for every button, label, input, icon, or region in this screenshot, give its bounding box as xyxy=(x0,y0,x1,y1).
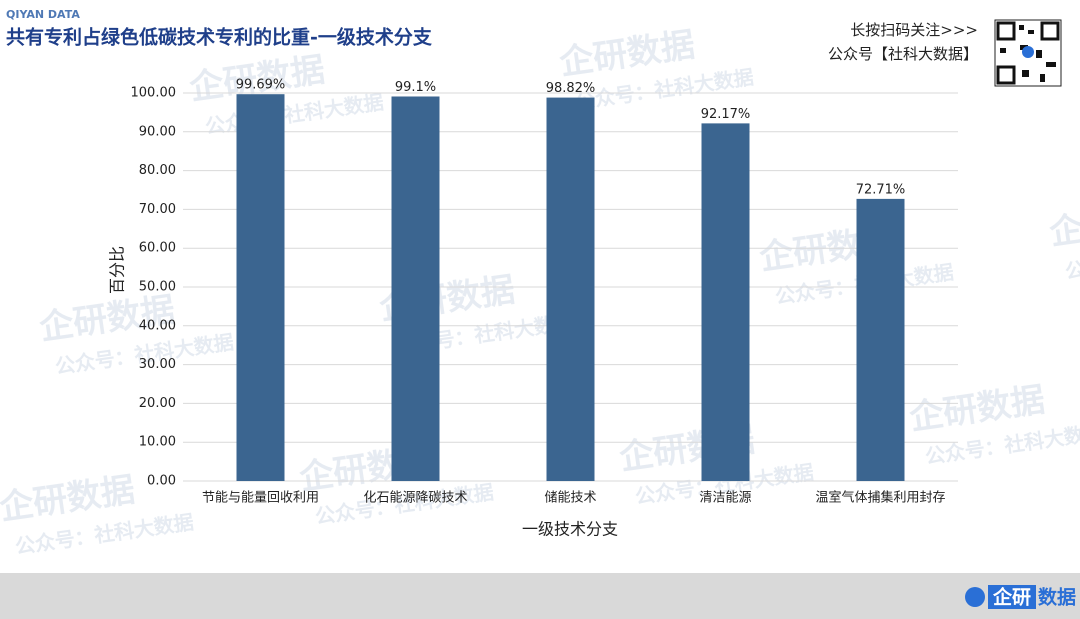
data-label: 98.82% xyxy=(546,81,596,96)
footer-logo: 企研 xyxy=(992,586,1031,609)
y-tick-label: 100.00 xyxy=(131,86,177,101)
y-tick-label: 50.00 xyxy=(139,280,176,295)
x-axis-label: 一级技术分支 xyxy=(522,520,618,539)
bar xyxy=(701,123,750,481)
bar xyxy=(856,198,905,481)
y-tick-label: 20.00 xyxy=(139,396,176,411)
chart-title: 共有专利占绿色低碳技术专利的比重-一级技术分支 xyxy=(6,26,433,49)
bar xyxy=(391,96,440,481)
y-tick-label: 60.00 xyxy=(139,241,176,256)
qr-code xyxy=(994,19,1062,87)
x-tick-label: 清洁能源 xyxy=(699,491,751,506)
x-tick-label: 储能技术 xyxy=(544,491,596,506)
footer-logo-icon xyxy=(965,587,985,607)
y-axis-label: 百分比 xyxy=(108,246,127,294)
bar xyxy=(236,94,285,482)
y-tick-label: 40.00 xyxy=(139,318,176,333)
x-tick-label: 节能与能量回收利用 xyxy=(202,491,319,506)
y-tick-label: 90.00 xyxy=(139,124,176,139)
y-tick-label: 80.00 xyxy=(139,163,176,178)
plot: 0.00 10.00 20.00 30.00 40.00 50.00 60.00 70.00 8… xyxy=(131,78,958,506)
data-label: 92.17% xyxy=(701,107,751,122)
x-tick-label: 化石能源降碳技术 xyxy=(363,491,467,506)
y-tick-label: 0.00 xyxy=(147,474,176,489)
qr-caption: 长按扫码关注>>> xyxy=(850,21,978,39)
account: 公众号【社科大数据】 xyxy=(828,45,978,63)
footer xyxy=(0,573,1080,619)
x-tick-label: 温室气体捕集利用封存 xyxy=(815,490,945,506)
data-label: 99.1% xyxy=(395,80,436,95)
data-label: 72.71% xyxy=(856,182,906,197)
data-label: 99.69% xyxy=(236,78,286,93)
footer-logo: 数据 xyxy=(1038,586,1076,609)
footer-logo-box xyxy=(988,585,1036,609)
y-tick-label: 10.00 xyxy=(139,435,176,450)
bar xyxy=(546,97,595,481)
y-tick-label: 30.00 xyxy=(139,357,176,372)
y-tick-label: 70.00 xyxy=(139,202,176,217)
brand: QIYAN DATA xyxy=(6,8,80,21)
